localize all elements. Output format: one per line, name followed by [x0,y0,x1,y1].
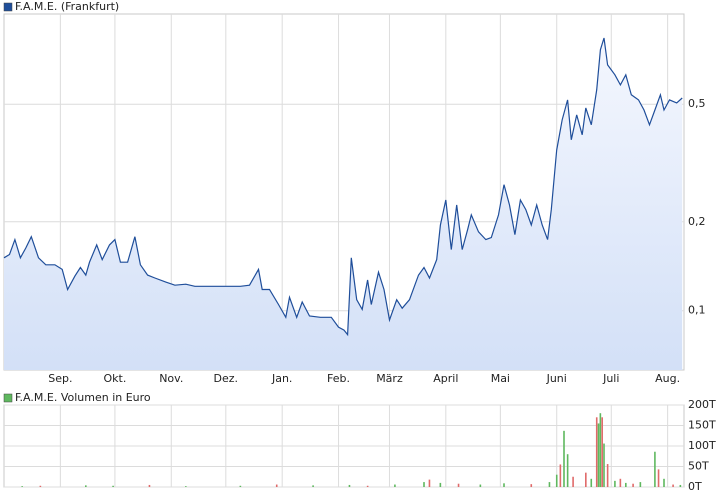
volume-bar [479,484,482,487]
volume-bar [275,484,278,487]
volume-bar [572,476,574,487]
volume-bar [428,479,431,487]
legend-swatch [3,393,13,403]
y-tick-label: 0T [688,480,702,493]
x-tick-label: Okt. [103,372,126,385]
volume-bar [566,454,569,487]
y-tick-label: 0,1 [688,304,706,317]
volume-bar [597,423,600,487]
volume-bar [21,486,23,487]
volume-bar [457,483,460,487]
volume-bar [312,485,314,487]
x-tick-label: März [376,372,403,385]
volume-bar [599,413,602,487]
volume-bar [112,485,114,487]
volume-bar [585,472,587,487]
volume-bar [663,478,665,487]
volume-bar [555,474,558,487]
y-tick-label: 0,5 [688,97,706,110]
y-tick-label: 50T [688,460,709,473]
x-tick-label: Aug. [655,372,680,385]
x-tick-label: Dez. [214,372,239,385]
x-tick-label: Feb. [327,372,350,385]
volume-bar [625,482,627,487]
area-fill [4,38,683,370]
x-tick-label: Juni [546,372,567,385]
volume-bar [239,485,242,487]
volume-bar [563,430,565,487]
x-tick-label: Jan. [271,372,292,385]
volume-bar [148,484,151,487]
volume-bar [595,417,598,487]
volume-bar [185,486,187,487]
volume-bar [423,482,425,487]
volume-bar [439,482,442,487]
volume-bar [603,443,605,487]
price-line [3,37,683,337]
volume-bar [639,482,642,487]
volume-bar [39,485,42,487]
y-tick-label: 100T [688,439,716,452]
volume-bar [85,485,87,487]
x-tick-label: Nov. [159,372,183,385]
volume-bar [654,451,656,487]
volume-bar [679,484,682,487]
legend-swatch [3,2,13,12]
volume-bar [548,482,551,487]
legend-label: F.A.M.E. Volumen in Euro [15,391,151,404]
y-tick-label: 0,2 [688,215,706,228]
x-tick-label: Mai [491,372,510,385]
volume-bar [366,485,369,487]
volume-bar [619,478,622,487]
volume-bar [503,483,505,487]
y-tick-label: 200T [688,398,716,411]
volume-bar [530,484,533,487]
volume-bar [606,464,609,487]
volume-bar [348,484,351,487]
x-tick-label: April [433,372,458,385]
volume-bar [559,464,562,487]
x-tick-label: Sep. [48,372,72,385]
volume-bar [614,480,616,487]
volume-bar [601,417,603,487]
volume-bar [632,483,634,487]
volume-bar [657,469,660,487]
volume-bar [590,478,593,487]
x-tick-label: Juli [602,372,619,385]
y-tick-label: 150T [688,419,716,432]
legend-label: F.A.M.E. (Frankfurt) [15,0,119,13]
volume-bar [394,484,396,487]
volume-bar [672,484,674,487]
